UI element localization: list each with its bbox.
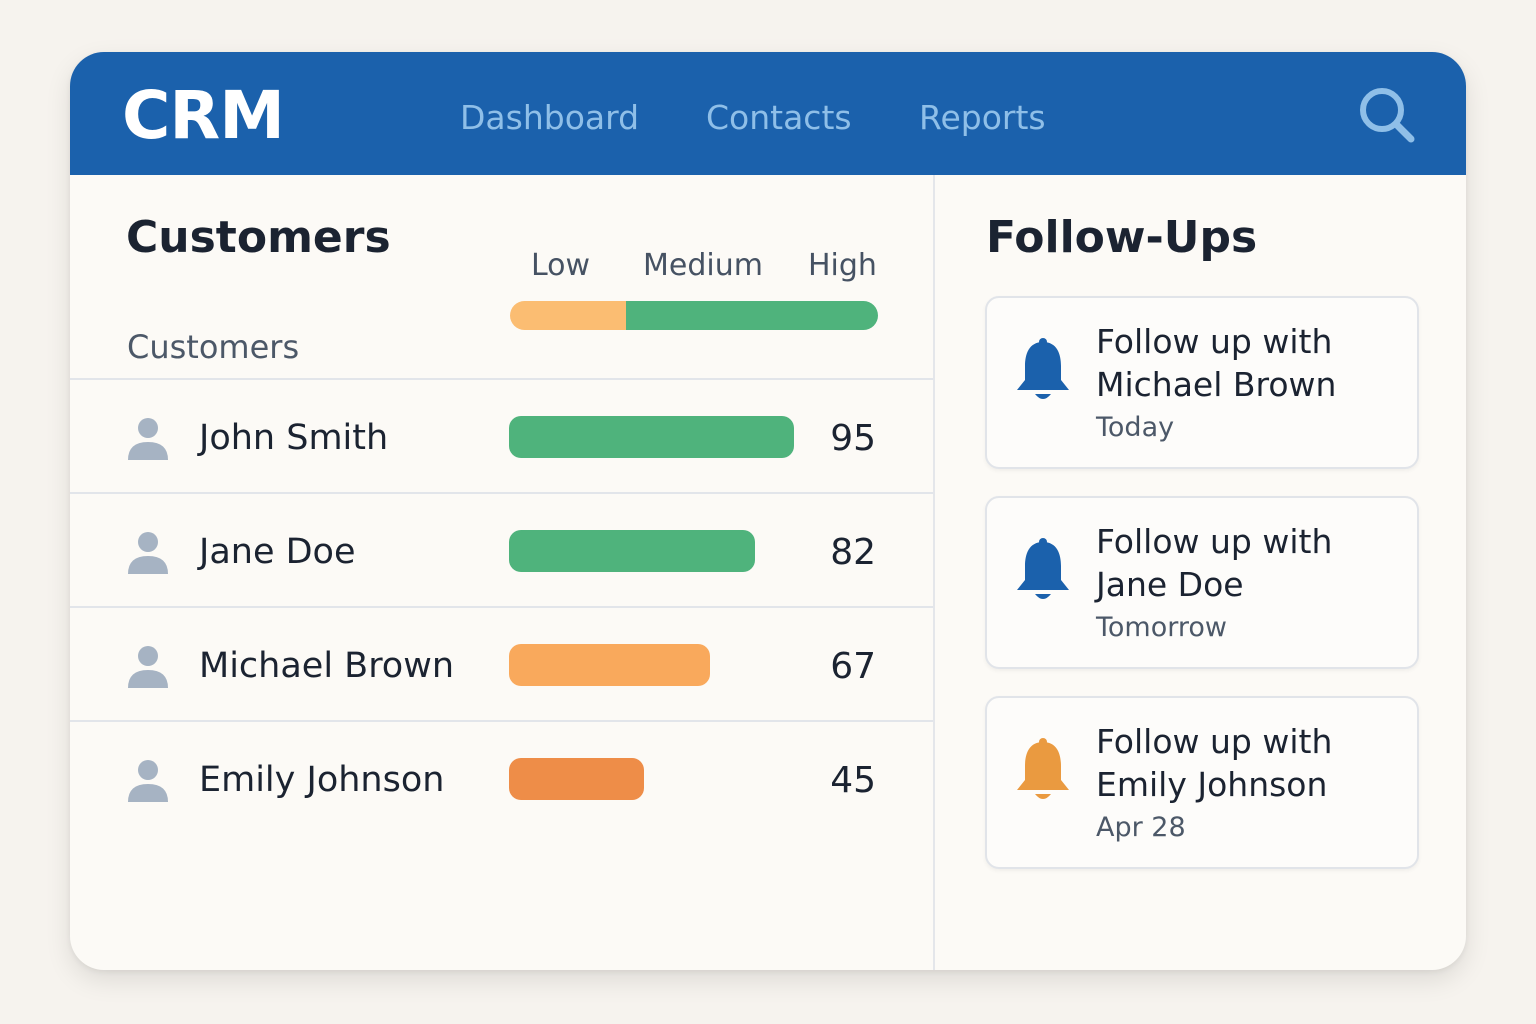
score-value: 82 (830, 532, 876, 573)
customer-row-emily-johnson[interactable]: Emily Johnson 45 (70, 722, 933, 834)
app-logo: CRM (122, 77, 285, 154)
customer-name: Emily Johnson (199, 760, 445, 800)
score-bar (509, 416, 794, 458)
customer-row-jane-doe[interactable]: Jane Doe 82 (70, 494, 933, 606)
panel-divider (933, 175, 935, 970)
row-divider (70, 720, 933, 722)
followup-card[interactable]: Follow up with Emily Johnson Apr 28 (985, 696, 1419, 869)
search-icon (1360, 88, 1415, 143)
score-bar (509, 758, 644, 800)
user-avatar-icon (128, 646, 168, 688)
crm-window: CRM Dashboard Contacts Reports Customers… (70, 52, 1466, 970)
user-avatar-icon (128, 418, 168, 460)
user-avatar-icon (128, 760, 168, 802)
bell-icon (1017, 538, 1069, 599)
row-divider (70, 378, 933, 380)
followup-text: Follow up with Michael Brown (1096, 322, 1337, 404)
top-nav-bar: CRM Dashboard Contacts Reports (70, 52, 1466, 175)
bell-icon (1017, 338, 1069, 399)
legend-low-segment (510, 301, 626, 330)
search-button[interactable] (1356, 84, 1418, 146)
followups-title: Follow-Ups (986, 212, 1258, 263)
followup-text: Follow up with Jane Doe (1096, 522, 1333, 604)
legend-low-label: Low (531, 248, 591, 283)
followup-text: Follow up with Emily Johnson (1096, 722, 1333, 804)
followup-date: Today (1096, 412, 1175, 443)
row-divider (70, 492, 933, 494)
score-bar (509, 530, 755, 572)
customer-list: John Smith 95 Jane Doe 82 Michael Brown … (70, 378, 933, 834)
nav-reports[interactable]: Reports (919, 98, 1046, 137)
bell-icon (1017, 738, 1069, 799)
legend-high-label: High (808, 248, 877, 283)
followup-date: Apr 28 (1096, 812, 1186, 843)
customer-name: John Smith (199, 418, 389, 458)
score-legend-bar (510, 301, 878, 330)
followup-date: Tomorrow (1096, 612, 1227, 643)
score-value: 95 (830, 418, 876, 459)
followup-card[interactable]: Follow up with Michael Brown Today (985, 296, 1419, 469)
customer-row-michael-brown[interactable]: Michael Brown 67 (70, 608, 933, 720)
legend-high-segment (626, 301, 878, 330)
customer-row-john-smith[interactable]: John Smith 95 (70, 380, 933, 492)
user-avatar-icon (128, 532, 168, 574)
score-value: 67 (830, 646, 876, 687)
followup-list: Follow up with Michael Brown Today Follo… (985, 296, 1419, 896)
customer-name: Jane Doe (199, 532, 356, 572)
score-bar (509, 644, 710, 686)
customers-column-header: Customers (127, 328, 300, 366)
nav-dashboard[interactable]: Dashboard (460, 98, 640, 137)
legend-medium-label: Medium (643, 248, 763, 283)
customer-name: Michael Brown (199, 646, 455, 686)
score-value: 45 (830, 760, 876, 801)
nav-contacts[interactable]: Contacts (706, 98, 852, 137)
customers-title: Customers (126, 212, 391, 263)
row-divider (70, 606, 933, 608)
followup-card[interactable]: Follow up with Jane Doe Tomorrow (985, 496, 1419, 669)
